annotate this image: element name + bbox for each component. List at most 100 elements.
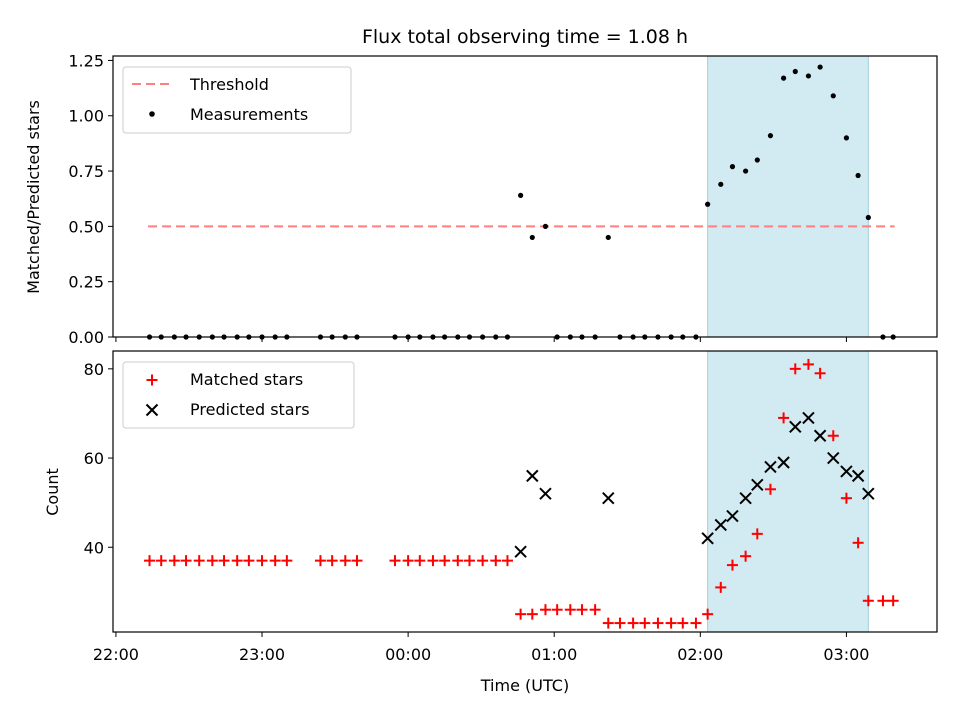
matched-star-point <box>490 555 502 567</box>
y-tick-label: 60 <box>84 449 104 468</box>
matched-star-point <box>206 555 218 567</box>
matched-star-point <box>414 555 426 567</box>
legend-predicted-label: Predicted stars <box>190 400 310 419</box>
predicted-star-point <box>701 532 714 545</box>
matched-star-point <box>463 555 475 567</box>
chart-title: Flux total observing time = 1.08 h <box>362 26 688 48</box>
legend-predicted-marker <box>145 403 159 417</box>
predicted-star-points <box>514 411 875 558</box>
matched-star-point <box>877 595 889 607</box>
predicted-star-point <box>726 509 739 523</box>
matched-star-point <box>726 559 738 571</box>
y-tick-label: 0.75 <box>68 162 104 181</box>
measurement-point <box>830 93 836 99</box>
matched-star-point <box>326 555 338 567</box>
x-axis-label: Time (UTC) <box>480 676 569 695</box>
matched-star-point <box>477 555 489 567</box>
predicted-star-point <box>827 451 840 465</box>
matched-star-point <box>627 617 639 629</box>
y-tick-label: 1.00 <box>68 107 104 126</box>
matched-star-point <box>852 537 864 549</box>
matched-star-point <box>231 555 243 567</box>
matched-star-point <box>827 430 839 442</box>
measurement-point <box>743 168 749 174</box>
matched-star-point <box>840 492 852 504</box>
y-tick-label: 80 <box>84 360 104 379</box>
matched-star-point <box>427 555 439 567</box>
predicted-star-point <box>526 469 539 483</box>
bottom-y-axis-label: Count <box>43 468 62 516</box>
bottom-panel: 40 60 80 22:00 23:00 00:00 01:00 02:00 03:00 Co… <box>43 350 938 695</box>
measurement-point <box>529 234 535 241</box>
bottom-axes-frame <box>112 350 938 633</box>
measurement-point <box>855 172 861 179</box>
predicted-star-point <box>539 487 552 500</box>
matched-star-point <box>551 604 563 616</box>
predicted-star-point <box>751 478 764 492</box>
measurement-point <box>805 73 812 79</box>
matched-star-point <box>639 617 651 629</box>
predicted-star-point <box>851 469 865 483</box>
measurement-point <box>792 68 798 75</box>
predicted-star-point <box>802 411 815 425</box>
top-legend-box <box>122 66 352 134</box>
predicted-star-point <box>602 491 615 505</box>
measurement-point <box>767 133 774 139</box>
matched-star-point <box>339 555 351 567</box>
matched-star-point <box>269 555 281 567</box>
measurement-point <box>843 135 850 141</box>
matched-star-point <box>168 555 180 567</box>
matched-star-point <box>281 555 293 567</box>
top-panel: 0.00 0.25 0.50 0.75 1.00 1.25 Matched/Predict… <box>24 51 938 347</box>
matched-star-point <box>180 555 192 567</box>
matched-star-point <box>887 595 899 607</box>
y-tick-label: 1.25 <box>68 51 104 70</box>
legend-matched-swatch <box>146 374 158 386</box>
measurement-point <box>754 157 760 163</box>
legend-measurements-swatch <box>149 111 155 117</box>
matched-star-point <box>564 604 576 616</box>
measurement-point <box>518 192 524 198</box>
predicted-star-point <box>789 420 802 434</box>
matched-star-point <box>665 617 677 629</box>
measurement-point <box>780 75 787 81</box>
matched-star-point <box>740 550 752 562</box>
predicted-star-point <box>813 429 827 442</box>
predicted-star-point <box>714 518 727 532</box>
matched-star-point <box>389 555 401 567</box>
predicted-star-point <box>840 465 853 478</box>
y-tick-label: 40 <box>84 538 104 557</box>
matched-star-point <box>814 367 826 379</box>
matched-star-point <box>589 604 601 616</box>
matched-star-point <box>515 608 527 620</box>
measurement-point <box>605 234 611 241</box>
top-y-axis-label: Matched/Predicted stars <box>24 100 43 294</box>
measurement-point <box>865 214 871 221</box>
bottom-y-ticks: 40 60 80 <box>84 360 113 557</box>
legend-predicted-swatch <box>145 403 159 417</box>
matched-star-point <box>862 595 874 607</box>
x-tick-label: 00:00 <box>385 645 431 664</box>
matched-star-point <box>351 555 363 567</box>
matched-star-point <box>144 555 156 567</box>
matched-star-point <box>439 555 451 567</box>
legend-matched-marker <box>146 374 158 386</box>
predicted-star-point <box>514 545 527 558</box>
y-tick-label: 0.00 <box>68 328 104 347</box>
matched-star-point <box>526 608 538 620</box>
measurement-point <box>817 64 823 70</box>
matched-star-point <box>652 617 664 629</box>
matched-star-point <box>501 555 513 567</box>
matched-star-point <box>452 555 464 567</box>
y-tick-label: 0.25 <box>68 273 104 292</box>
top-axes-frame <box>112 55 938 338</box>
matched-star-point <box>539 604 551 616</box>
matched-star-point <box>614 617 626 629</box>
legend-measurements-label: Measurements <box>190 105 308 124</box>
matched-star-point <box>677 617 689 629</box>
matched-star-point <box>778 412 790 424</box>
x-tick-label: 23:00 <box>239 645 285 664</box>
matched-star-point <box>764 483 776 495</box>
bottom-highlight-span <box>707 350 869 633</box>
